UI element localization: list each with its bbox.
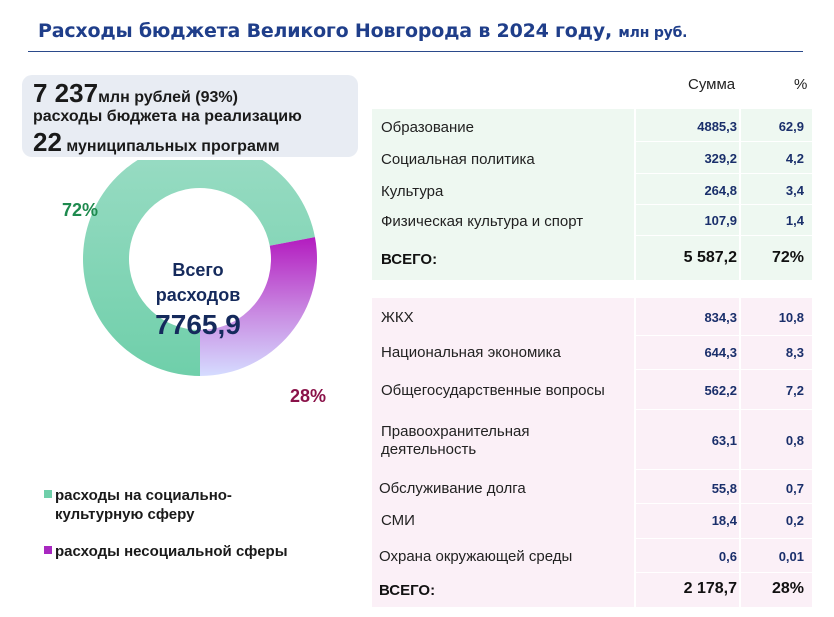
legend-swatch-social	[44, 490, 52, 498]
row-name: ЖКХ	[381, 309, 414, 326]
row-sum: 329,2	[704, 151, 737, 166]
row-name: Культура	[381, 183, 444, 200]
row-sum: 18,4	[711, 513, 737, 528]
row-pct: 3,4	[785, 183, 804, 198]
column-header-sum: Сумма	[688, 76, 736, 93]
row-pct: 8,3	[785, 345, 804, 360]
row-sum: 644,3	[704, 345, 737, 360]
table-row-total: ВСЕГО: 5 587,2 72%	[372, 236, 812, 280]
row-name: Физическая культура и спорт	[381, 213, 584, 230]
row-name: Национальная экономика	[381, 344, 561, 361]
table-row: Социальная политика 329,2 4,2	[372, 142, 812, 174]
total-sum: 5 587,2	[683, 249, 737, 266]
row-sum: 107,9	[704, 213, 737, 228]
summary-line-programs: 22 муниципальных программ	[33, 127, 280, 158]
page-title: Расходы бюджета Великого Новгорода в 202…	[38, 20, 687, 42]
donut-center-value: 7765,9	[155, 309, 241, 340]
summary-box: 7 237млн рублей (93%) расходы бюджета на…	[22, 75, 358, 157]
legend-item-social: расходы на социально-культурную сферу	[44, 486, 305, 524]
donut-chart	[83, 160, 317, 376]
total-pct: 72%	[771, 249, 804, 266]
row-sum: 562,2	[704, 383, 737, 398]
summary-line-purpose: расходы бюджета на реализацию	[33, 108, 302, 125]
row-name: СМИ	[381, 512, 415, 529]
row-pct: 62,9	[778, 119, 804, 134]
row-sum: 55,8	[711, 481, 737, 496]
summary-programs-text: муниципальных программ	[66, 138, 280, 155]
table-row: Обслуживание долга 55,8 0,7	[372, 470, 812, 504]
row-sum: 63,1	[711, 433, 737, 448]
row-pct: 0,7	[785, 481, 804, 496]
row-name: Правоохранительная деятельность	[381, 423, 530, 458]
table-row: Образование 4885,3 62,9	[372, 109, 812, 142]
total-name: ВСЕГО:	[379, 582, 436, 599]
total-name: ВСЕГО:	[381, 251, 438, 268]
table-row: Правоохранительная деятельность 63,1 0,8	[372, 410, 812, 470]
donut-slice-social	[83, 160, 315, 376]
table-row: ЖКХ 834,3 10,8	[372, 298, 812, 336]
row-name: Обслуживание долга	[379, 480, 526, 497]
donut-center-caption: Всего расходов	[155, 260, 241, 305]
table-row: СМИ 18,4 0,2	[372, 504, 812, 539]
donut-slice-nonsocial	[200, 237, 317, 376]
legend-label-social: расходы на социально-культурную сферу	[55, 487, 232, 523]
donut-center-label: Всего расходов 7765,9	[128, 258, 268, 342]
legend-label-nonsocial: расходы несоциальной сферы	[55, 543, 288, 560]
title-unit: млн руб.	[618, 25, 688, 41]
title-text: Расходы бюджета Великого Новгорода в 202…	[38, 20, 612, 42]
row-sum: 4885,3	[697, 119, 737, 134]
row-name: Охрана окружающей среды	[379, 548, 573, 565]
row-pct: 4,2	[785, 151, 804, 166]
legend-item-nonsocial: расходы несоциальной сферы	[44, 542, 305, 561]
summary-programs-count: 22	[33, 127, 62, 157]
row-pct: 0,01	[778, 549, 804, 564]
column-header-percent: %	[794, 76, 808, 93]
table-row: Национальная экономика 644,3 8,3	[372, 336, 812, 370]
total-sum: 2 178,7	[683, 580, 737, 597]
table-row: Общегосударственные вопросы 562,2 7,2	[372, 370, 812, 410]
row-name: Социальная политика	[381, 151, 535, 168]
row-sum: 264,8	[704, 183, 737, 198]
row-name: Общегосударственные вопросы	[381, 382, 605, 399]
table-row: Культура 264,8 3,4	[372, 174, 812, 205]
row-pct: 1,4	[785, 213, 804, 228]
table-social: Образование 4885,3 62,9 Социальная полит…	[372, 109, 812, 280]
summary-amount-unit: млн рублей (93%)	[98, 89, 238, 106]
title-divider	[28, 51, 803, 52]
row-pct: 10,8	[778, 310, 804, 325]
row-pct: 0,2	[785, 513, 804, 528]
row-name: Образование	[381, 119, 474, 136]
table-row-total: ВСЕГО: 2 178,7 28%	[372, 573, 812, 607]
slice-label-social: 72%	[62, 200, 99, 220]
table-nonsocial: ЖКХ 834,3 10,8 Национальная экономика 64…	[372, 298, 812, 607]
row-pct: 7,2	[785, 383, 804, 398]
slice-label-nonsocial: 28%	[290, 386, 327, 406]
row-sum: 0,6	[718, 549, 737, 564]
table-row: Охрана окружающей среды 0,6 0,01	[372, 539, 812, 573]
table-row: Физическая культура и спорт 107,9 1,4	[372, 205, 812, 236]
summary-line-amount: 7 237млн рублей (93%)	[33, 78, 238, 109]
legend-swatch-nonsocial	[44, 546, 52, 554]
summary-amount: 7 237	[33, 78, 99, 108]
total-pct: 28%	[771, 580, 804, 597]
row-pct: 0,8	[785, 433, 804, 448]
row-sum: 834,3	[704, 310, 737, 325]
